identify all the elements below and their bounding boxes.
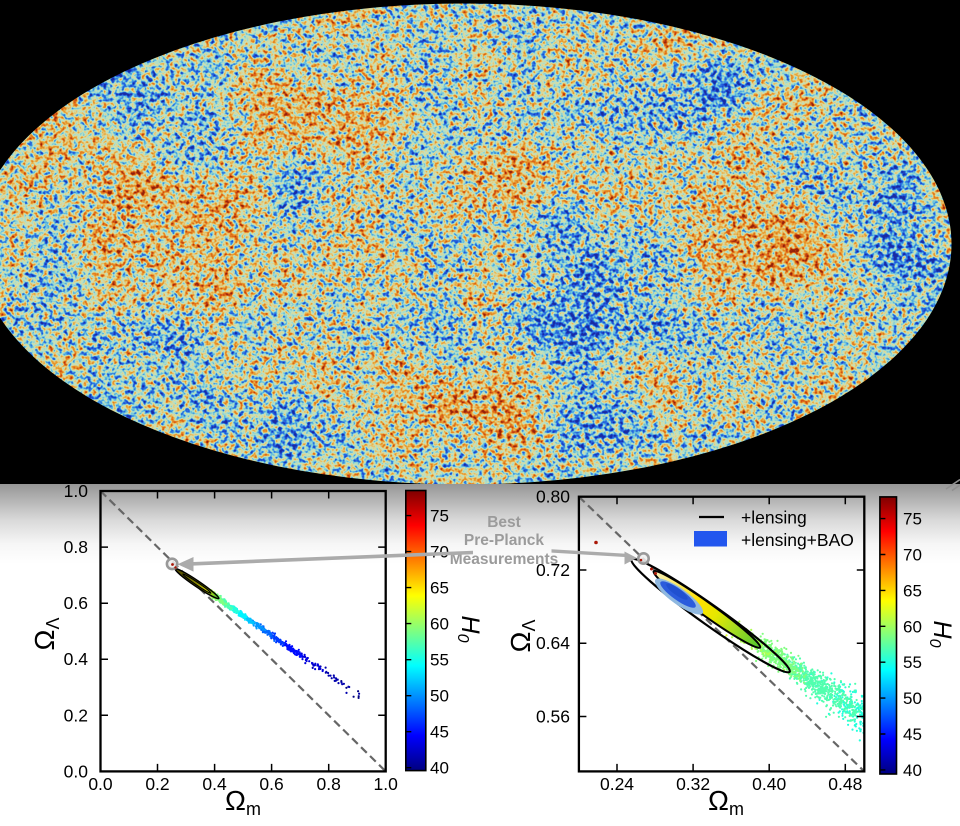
svg-text:0.0: 0.0	[88, 774, 113, 794]
svg-text:0.2: 0.2	[64, 705, 88, 725]
svg-text:50: 50	[430, 687, 449, 706]
svg-text:0.4: 0.4	[64, 649, 89, 669]
svg-text:H0: H0	[926, 621, 956, 648]
svg-text:0.4: 0.4	[202, 774, 227, 794]
svg-text:Pre-Planck: Pre-Planck	[464, 532, 545, 549]
svg-text:0.48: 0.48	[828, 774, 862, 794]
svg-text:0.24: 0.24	[600, 774, 634, 794]
svg-text:55: 55	[430, 651, 449, 670]
svg-text:0.6: 0.6	[64, 593, 88, 613]
svg-text:75: 75	[903, 510, 922, 529]
svg-text:ΩΛ: ΩΛ	[29, 618, 63, 651]
svg-text:55: 55	[903, 653, 922, 672]
svg-text:Best: Best	[487, 514, 521, 531]
svg-text:0.6: 0.6	[259, 774, 283, 794]
svg-text:0.8: 0.8	[64, 537, 88, 557]
svg-text:0.72: 0.72	[536, 560, 570, 580]
svg-text:1.0: 1.0	[374, 774, 399, 794]
svg-text:0.40: 0.40	[752, 774, 786, 794]
svg-text:1.0: 1.0	[64, 481, 89, 501]
svg-text:65: 65	[430, 579, 449, 598]
svg-text:60: 60	[430, 615, 449, 634]
svg-text:0.32: 0.32	[676, 774, 710, 794]
svg-text:0.80: 0.80	[536, 487, 570, 507]
svg-text:50: 50	[903, 689, 922, 708]
svg-text:65: 65	[903, 581, 922, 600]
svg-text:60: 60	[903, 617, 922, 636]
svg-text:0.0: 0.0	[64, 761, 89, 781]
svg-text:0.64: 0.64	[536, 633, 570, 653]
svg-text:75: 75	[430, 507, 449, 526]
svg-text:H0: H0	[454, 616, 484, 643]
svg-text:40: 40	[903, 761, 922, 780]
svg-text:Ωm: Ωm	[708, 785, 744, 819]
svg-text:Measurements: Measurements	[450, 551, 559, 568]
svg-text:0.2: 0.2	[145, 774, 169, 794]
svg-text:0.56: 0.56	[536, 707, 570, 727]
svg-text:45: 45	[430, 723, 449, 742]
svg-text:0.8: 0.8	[317, 774, 341, 794]
svg-text:45: 45	[903, 725, 922, 744]
svg-text:ΩΛ: ΩΛ	[505, 620, 539, 653]
svg-text:Ωm: Ωm	[225, 785, 261, 819]
svg-text:70: 70	[903, 546, 922, 565]
svg-text:40: 40	[430, 759, 449, 778]
svg-text:+lensing: +lensing	[741, 508, 807, 528]
svg-text:+lensing+BAO: +lensing+BAO	[741, 530, 854, 550]
